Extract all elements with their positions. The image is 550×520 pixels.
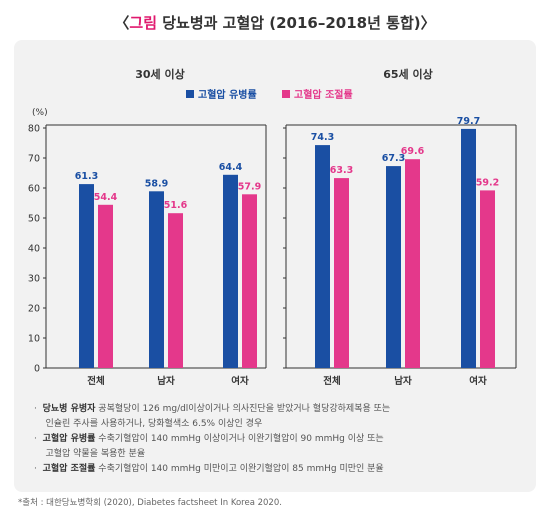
data-label: 79.7: [457, 116, 480, 127]
legend-swatch-prevalence: [186, 90, 194, 98]
data-label: 51.6: [164, 200, 188, 211]
note-term: 고혈압 유병률: [42, 434, 96, 444]
note-text: 공복혈당이 126 mg/dl이상이거나 의사진단을 받았거나 혈당강하제복용 …: [95, 404, 391, 414]
note-text: 고혈압 약물을 복용한 분율: [45, 449, 146, 459]
data-label: 64.4: [219, 162, 243, 173]
data-label: 74.3: [311, 132, 334, 143]
bar-control: [242, 194, 257, 368]
note-text: 인슐린 주사를 사용하거나, 당화혈색소 6.5% 이상인 경우: [45, 419, 263, 429]
x-tick-label: 전체: [323, 375, 340, 387]
note-2: · 고혈압 유병률 수축기혈압이 140 mmHg 이상이거나 이완기혈압이 9…: [34, 434, 384, 444]
data-label: 59.2: [476, 177, 499, 188]
note-3: · 고혈압 조절률 수축기혈압이 140 mmHg 미만이고 이완기혈압이 85…: [34, 464, 384, 474]
note-text: 수축기혈압이 140 mmHg 미만이고 이완기혈압이 85 mmHg 미만인 …: [95, 464, 384, 474]
y-axis-label: (%): [32, 108, 48, 118]
legend-label-prevalence: 고혈압 유병률: [198, 88, 257, 101]
data-label: 57.9: [238, 181, 261, 192]
data-label: 61.3: [75, 171, 98, 182]
note-text: 수축기혈압이 140 mmHg 이상이거나 이완기혈압이 90 mmHg 이상 …: [95, 434, 384, 444]
note-1-cont: 인슐린 주사를 사용하거나, 당화혈색소 6.5% 이상인 경우: [34, 417, 524, 432]
bar-control: [405, 159, 420, 368]
y-tick-label: 60: [28, 184, 40, 195]
y-tick-label: 70: [28, 154, 40, 165]
x-tick-label: 여자: [469, 375, 487, 387]
bar-control: [168, 213, 183, 368]
x-tick-label: 여자: [231, 375, 249, 387]
bar-prevalence: [386, 166, 401, 368]
note-2-cont: 고혈압 약물을 복용한 분율: [34, 447, 524, 462]
data-label: 63.3: [330, 165, 353, 176]
x-tick-label: 남자: [157, 375, 175, 387]
figure-title: 〈그림 당뇨병과 고혈압 (2016–2018년 통합)〉: [0, 12, 550, 33]
data-label: 69.6: [401, 146, 425, 157]
bar-control: [334, 178, 349, 368]
legend-swatch-control: [282, 90, 290, 98]
y-tick-label: 20: [28, 304, 40, 315]
title-prefix: 〈: [114, 14, 130, 32]
bar-prevalence: [79, 184, 94, 368]
panel-title: 30세 이상: [135, 67, 185, 81]
y-tick-label: 30: [28, 274, 40, 285]
legend-label-control: 고혈압 조절률: [294, 88, 353, 101]
y-tick-label: 50: [28, 214, 40, 225]
bar-prevalence: [461, 128, 476, 368]
source-note: *출처 : 대한당뇨병학회 (2020), Diabetes factsheet…: [18, 498, 282, 508]
note-term: 당뇨병 유병자: [42, 404, 96, 414]
bar-prevalence: [149, 191, 164, 368]
note-term: 고혈압 조절률: [42, 464, 96, 474]
y-tick-label: 0: [34, 364, 40, 375]
x-tick-label: 남자: [394, 375, 412, 387]
title-accent: 그림: [129, 14, 157, 32]
data-label: 67.3: [382, 153, 405, 164]
panel-title: 65세 이상: [383, 67, 433, 81]
bar-control: [480, 190, 495, 368]
title-main: 당뇨병과 고혈압 (2016–2018년 통합)〉: [157, 14, 436, 32]
y-tick-label: 10: [28, 334, 40, 345]
data-label: 58.9: [145, 178, 168, 189]
y-tick-label: 80: [28, 124, 40, 135]
notes: · 당뇨병 유병자 공복혈당이 126 mg/dl이상이거나 의사진단을 받았거…: [34, 402, 524, 477]
note-1: · 당뇨병 유병자 공복혈당이 126 mg/dl이상이거나 의사진단을 받았거…: [34, 404, 391, 414]
bar-prevalence: [223, 174, 238, 368]
y-tick-label: 40: [28, 244, 40, 255]
bar-prevalence: [315, 145, 330, 368]
data-label: 54.4: [94, 192, 118, 203]
bar-control: [98, 204, 113, 368]
x-tick-label: 전체: [87, 375, 104, 387]
